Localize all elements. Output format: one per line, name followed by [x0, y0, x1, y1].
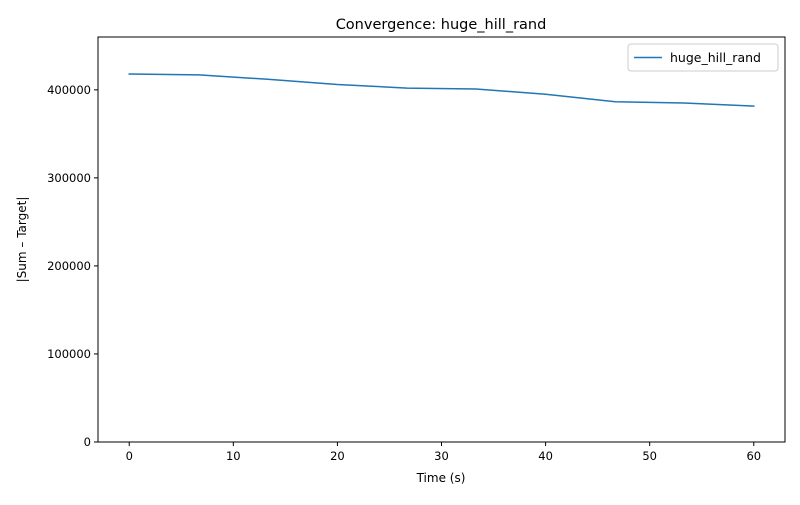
- x-tick-label: 60: [746, 449, 761, 463]
- x-tick-label: 30: [434, 449, 449, 463]
- x-tick-label: 20: [330, 449, 345, 463]
- x-tick-label: 40: [538, 449, 553, 463]
- legend-box: [627, 43, 779, 72]
- y-tick-label: 300000: [47, 171, 91, 185]
- y-tick-label: 200000: [47, 259, 91, 273]
- plot-frame: [97, 36, 786, 443]
- y-tick-label: 400000: [47, 83, 91, 97]
- legend-label: huge_hill_rand: [670, 50, 761, 65]
- chart-title: Convergence: huge_hill_rand: [336, 17, 547, 33]
- series-line: [128, 73, 755, 107]
- y-axis: 0 100000 200000 300000 400000: [47, 83, 98, 449]
- x-axis-label: Time (s): [416, 471, 466, 485]
- x-tick-label: 10: [226, 449, 241, 463]
- y-tick-label: 0: [84, 435, 91, 449]
- y-axis-label: |Sum – Target|: [15, 197, 29, 283]
- series-layer: [128, 73, 755, 107]
- y-tick-label: 100000: [47, 347, 91, 361]
- x-tick-label: 0: [126, 449, 133, 463]
- x-axis: 0 10 20 30 40 50 60: [126, 442, 761, 463]
- x-tick-label: 50: [642, 449, 657, 463]
- legend: huge_hill_rand: [627, 43, 779, 72]
